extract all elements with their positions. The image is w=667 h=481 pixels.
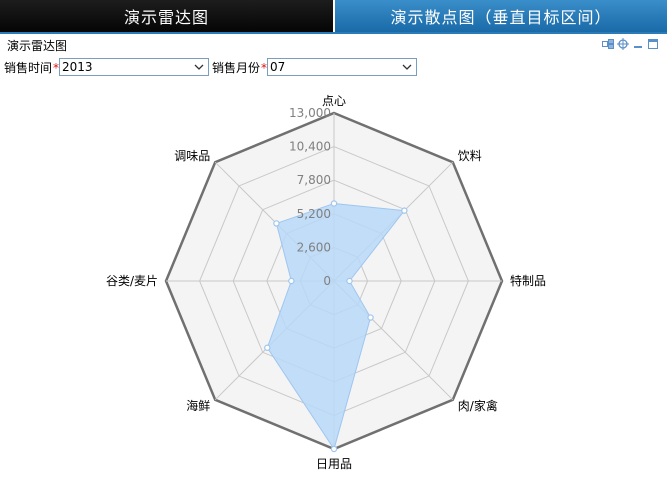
chart-toolbar <box>602 38 659 50</box>
filter-row: 销售时间* 2013 销售月份* 07 <box>4 57 418 77</box>
radar-tick-label: 10,400 <box>289 140 331 154</box>
radar-indicator-label: 调味品 <box>174 149 210 163</box>
radar-indicator-label: 点心 <box>322 94 346 108</box>
radar-indicator-label: 海鲜 <box>186 398 210 413</box>
year-select[interactable]: 2013 <box>59 58 210 76</box>
crosshair-icon[interactable] <box>617 38 629 50</box>
year-value: 2013 <box>62 60 93 74</box>
radar-data-point <box>330 445 338 453</box>
radar-indicator-label: 饮料 <box>458 149 482 163</box>
radar-chart: 0 2,600 5,200 7,800 10,400 13,000点心饮料特制品肉/家禽日… <box>106 94 546 471</box>
tab-radar-chart[interactable]: 演示雷达图 <box>0 0 333 32</box>
month-value: 07 <box>270 60 286 74</box>
radar-tick-label: 7,800 <box>297 173 331 187</box>
radar-data-point <box>288 277 295 285</box>
radar-chart-area: 0 2,600 5,200 7,800 10,400 13,000 点心饮料特制品肉/家禽日… <box>0 88 667 481</box>
tab-scatter-chart[interactable]: 演示散点图（垂直目标区间） <box>335 0 667 32</box>
chevron-down-icon <box>402 64 412 70</box>
radar-indicator-label: 肉/家禽 <box>458 398 498 413</box>
radar-data-point <box>346 277 353 285</box>
year-label: 销售时间* <box>4 60 60 75</box>
radar-data-point <box>330 200 338 207</box>
radar-data-point <box>401 207 408 214</box>
tab-bar: 演示雷达图 演示散点图（垂直目标区间） <box>0 0 667 34</box>
radar-data-point <box>273 220 280 227</box>
export-icon[interactable] <box>602 38 614 50</box>
radar-data-point <box>367 314 374 321</box>
radar-tick-label: 2,600 <box>297 240 331 254</box>
radar-indicator-label: 谷类/麦片 <box>106 274 158 288</box>
month-select[interactable]: 07 <box>267 58 418 76</box>
radar-indicator-label: 特制品 <box>510 273 546 288</box>
radar-tick-label: 5,200 <box>297 207 331 221</box>
minimize-icon[interactable] <box>632 38 644 50</box>
chevron-down-icon <box>194 64 204 70</box>
chart-title: 演示雷达图 <box>7 39 68 53</box>
radar-tick-label: 13,000 <box>289 106 331 120</box>
radar-tick-label: 0 <box>323 274 331 288</box>
tab-underline <box>0 32 667 34</box>
radar-indicator-label: 日用品 <box>316 457 352 471</box>
month-label: 销售月份* <box>212 60 268 75</box>
maximize-icon[interactable] <box>647 38 659 50</box>
radar-data-point <box>264 344 271 351</box>
